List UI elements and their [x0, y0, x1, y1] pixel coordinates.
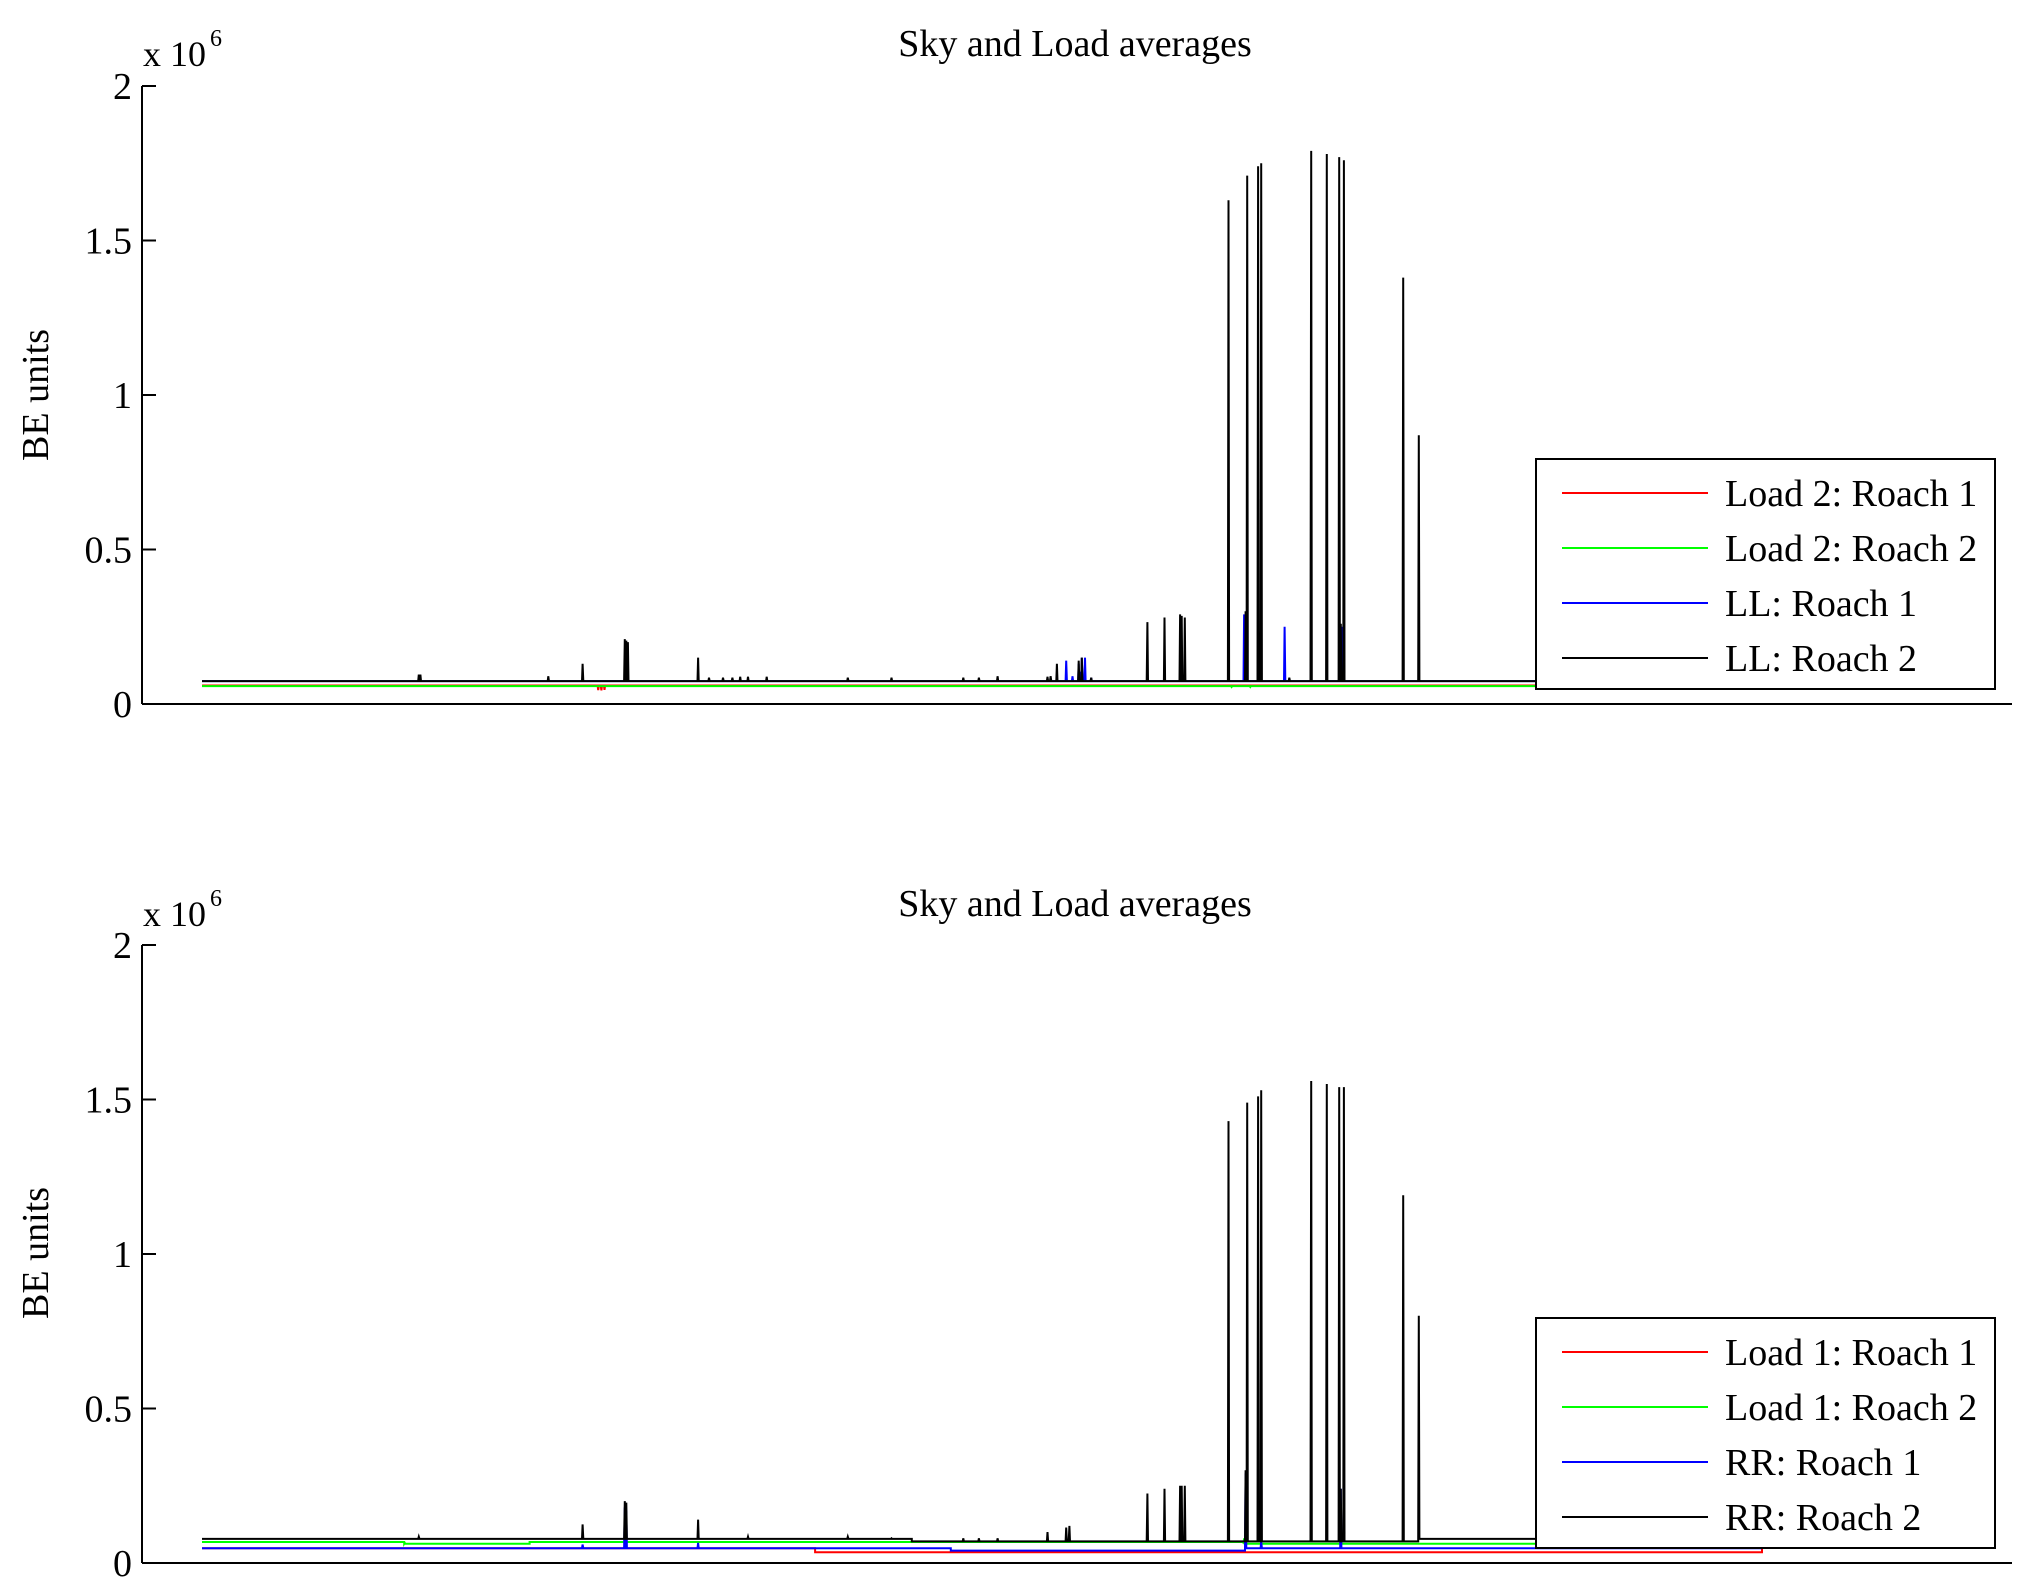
legend: Load 1: Roach 1 Load 1: Roach 2 RR: Roach …: [1535, 1317, 1996, 1549]
chart-title: Sky and Load averages: [898, 883, 1252, 925]
y-tick-label: 1: [113, 375, 132, 417]
y-tick-label: 2: [113, 925, 132, 967]
y-tick-label: 0: [113, 1543, 132, 1585]
legend-entry: Load 1: Roach 2: [1725, 1387, 1977, 1429]
y-exponent-label: x 10: [143, 894, 206, 934]
y-exponent-power: 6: [210, 886, 222, 912]
y-axis-label: BE units: [15, 329, 57, 461]
legend-entry: Load 2: Roach 2: [1725, 528, 1977, 570]
y-tick-label: 1: [113, 1234, 132, 1276]
y-axis-label: BE units: [15, 1187, 57, 1319]
subplot-top: Sky and Load averages x 10 6 BE units 00…: [15, 23, 2012, 726]
legend-entry: Load 1: Roach 1: [1725, 1332, 1977, 1374]
chart-title: Sky and Load averages: [898, 23, 1252, 65]
y-exponent-power: 6: [210, 26, 222, 52]
legend-entry: RR: Roach 1: [1725, 1442, 1921, 1484]
legend-entry: LL: Roach 2: [1725, 638, 1917, 680]
legend: Load 2: Roach 1 Load 2: Roach 2 LL: Roach …: [1535, 458, 1996, 690]
series-line-4: [202, 150, 1762, 683]
y-tick-label: 0.5: [85, 530, 133, 572]
y-exponent-label: x 10: [143, 34, 206, 74]
series-line-2: [202, 685, 1762, 689]
plot-area: [202, 150, 1762, 691]
subplot-bottom: Sky and Load averages x 10 6 BE units 00…: [15, 883, 2012, 1585]
y-tick-label: 1.5: [85, 1080, 133, 1122]
y-tick-label: 0: [113, 684, 132, 726]
legend-box: [1535, 458, 1996, 690]
series-line-3: [202, 614, 1762, 683]
plot-area: [202, 1080, 1763, 1554]
y-tick-label: 0.5: [85, 1389, 133, 1431]
series-line-4: [202, 1080, 1762, 1543]
y-axis-ticks: 0 0.5 1 1.5 2: [85, 925, 156, 1585]
y-tick-label: 1.5: [85, 221, 133, 263]
legend-entry: Load 2: Roach 1: [1725, 473, 1977, 515]
legend-entry: LL: Roach 1: [1725, 583, 1917, 625]
legend-entry: RR: Roach 2: [1725, 1497, 1921, 1539]
y-tick-label: 2: [113, 66, 132, 108]
series-line-1: [202, 684, 1762, 691]
legend-box: [1535, 1317, 1996, 1549]
y-axis-ticks: 0 0.5 1 1.5 2: [85, 66, 156, 726]
